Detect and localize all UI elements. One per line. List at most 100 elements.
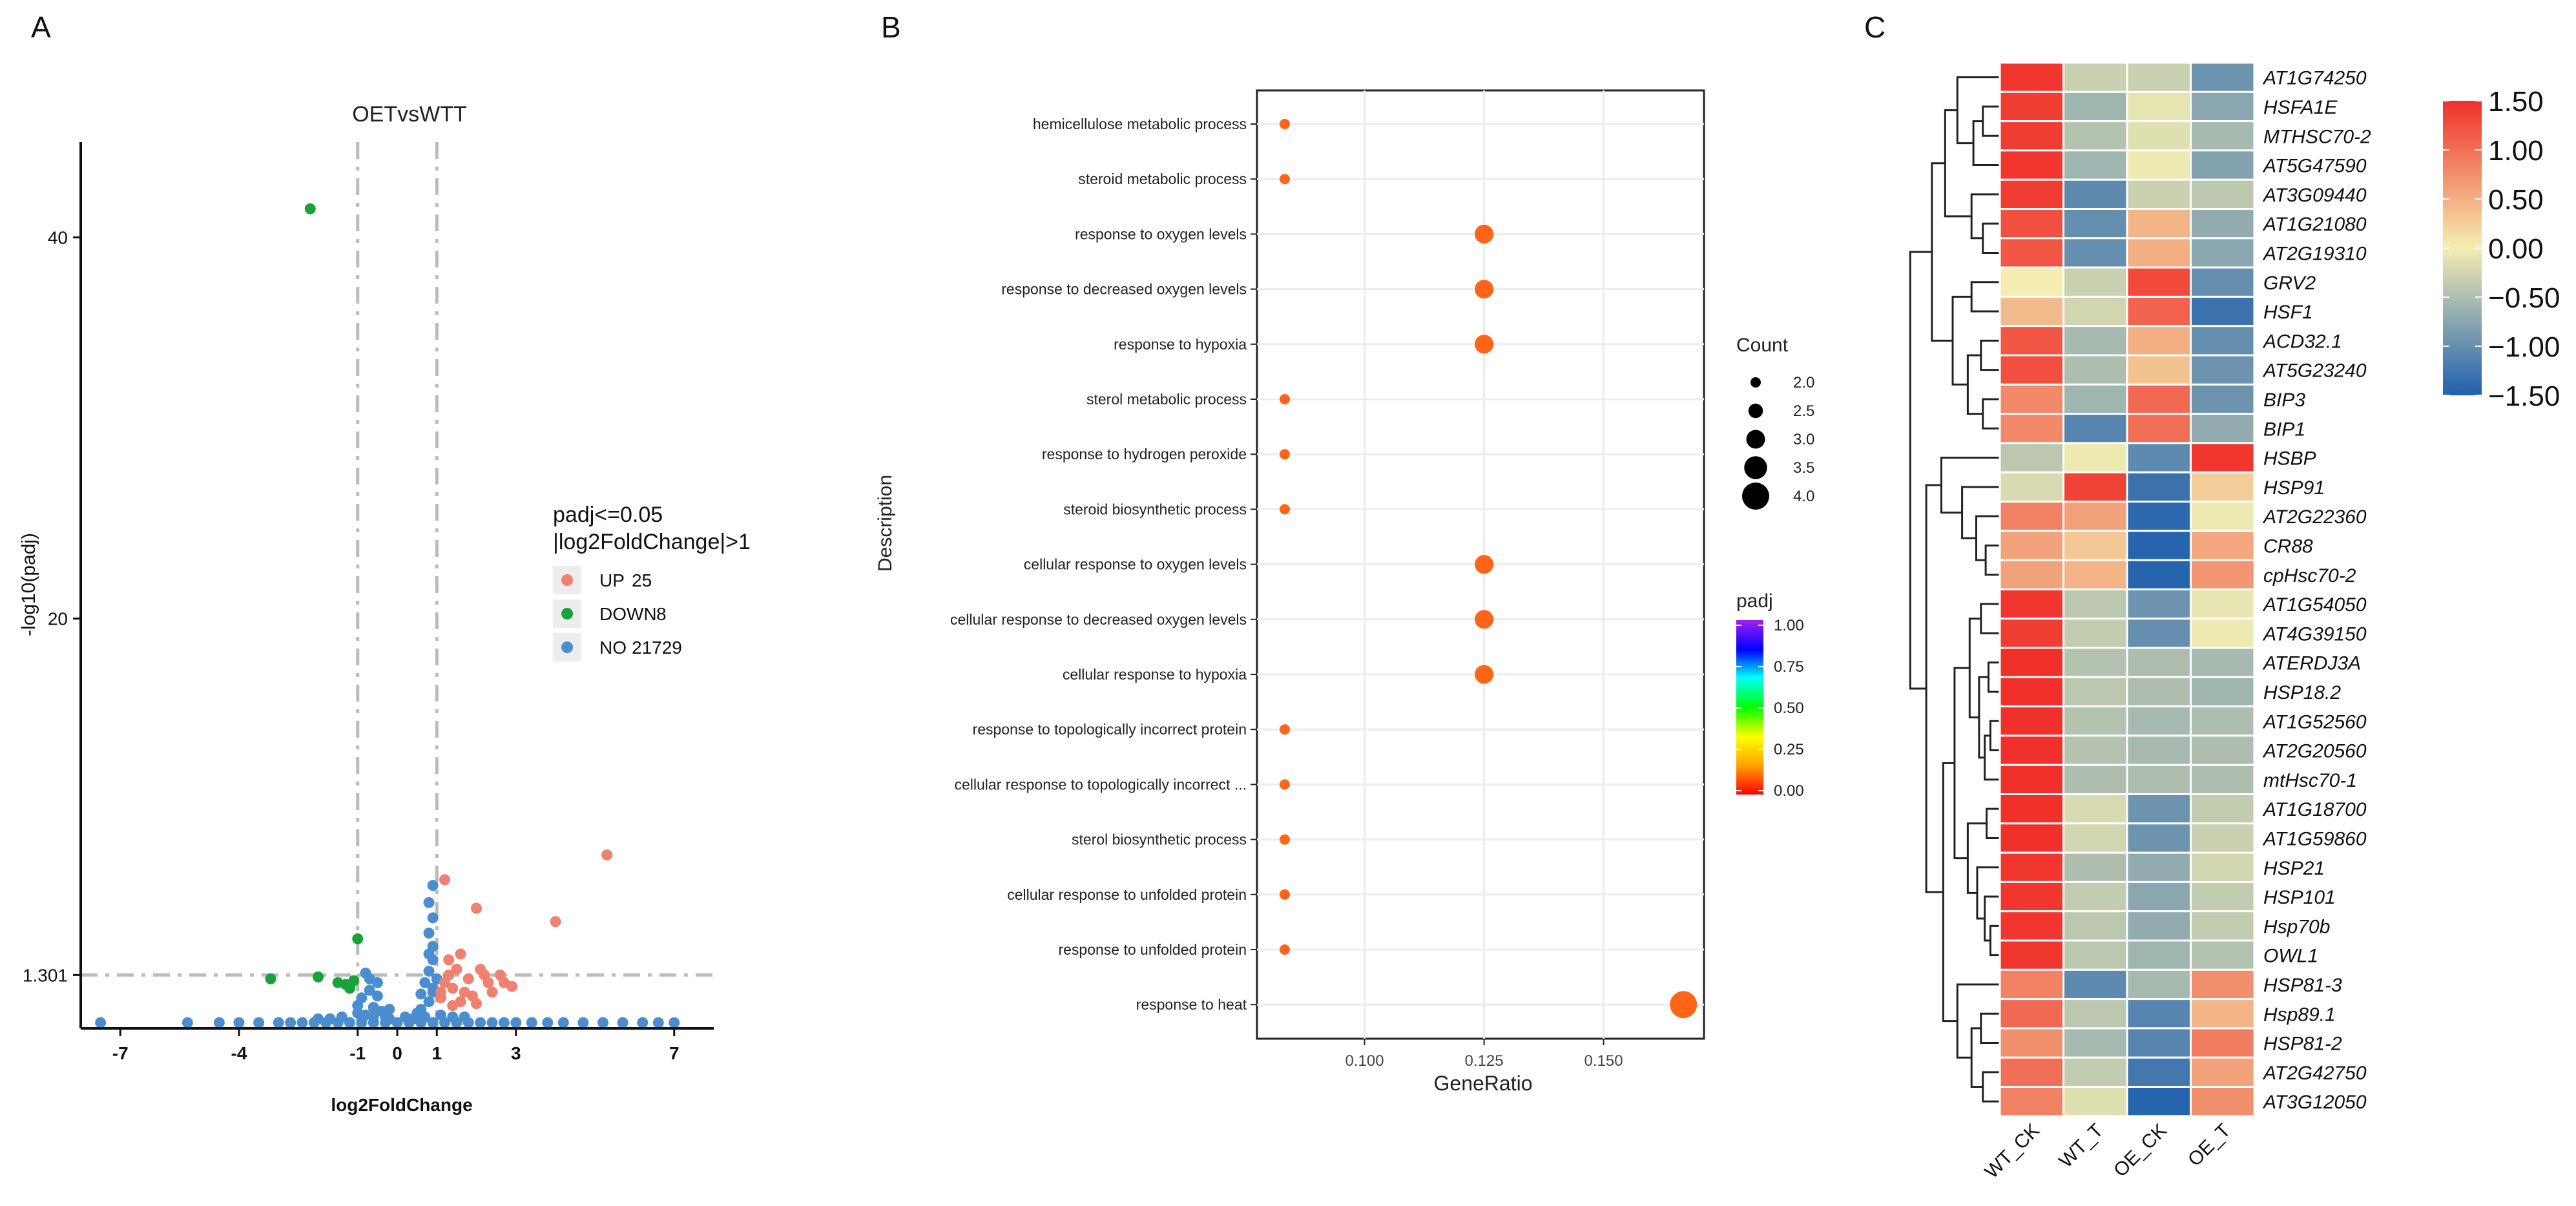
heatmap-cell bbox=[1999, 559, 2064, 590]
heatmap-cell bbox=[2126, 1027, 2192, 1059]
dot-3 bbox=[1475, 280, 1494, 299]
colorbar-tick-label: 0.50 bbox=[2488, 184, 2544, 216]
count-legend-dot bbox=[1748, 403, 1763, 419]
heatmap-cell bbox=[2062, 208, 2128, 240]
heatmap-cell bbox=[2126, 880, 2192, 913]
row-label: HSP101 bbox=[2263, 887, 2336, 908]
padj-tick-label: 0.25 bbox=[1774, 741, 1804, 758]
heatmap-cell bbox=[2190, 793, 2256, 825]
dendrogram-branch bbox=[1956, 983, 2000, 1059]
point-no-64 bbox=[447, 1011, 459, 1023]
heatmap-cell bbox=[2190, 618, 2256, 649]
dendrogram-branch bbox=[1909, 251, 1932, 690]
heatmap-cell bbox=[2190, 295, 2256, 327]
point-no-65 bbox=[459, 1011, 470, 1023]
heatmap-cell bbox=[2126, 413, 2192, 444]
volcano-y-ticks: 1.301 20 40 bbox=[23, 228, 81, 985]
heatmap-cell bbox=[2190, 325, 2256, 357]
heatmap-cell bbox=[1999, 61, 2064, 93]
point-no-59 bbox=[415, 988, 427, 1000]
point-no-7 bbox=[296, 1017, 308, 1028]
volcano-x-label: log2FoldChange bbox=[331, 1095, 472, 1115]
heatmap-cell bbox=[2190, 442, 2256, 473]
row-label: AT1G18700 bbox=[2262, 799, 2367, 820]
heatmap-cell bbox=[1999, 354, 2064, 386]
colorbar-tick-label: 0.00 bbox=[2488, 233, 2544, 265]
point-up-16 bbox=[451, 964, 462, 975]
point-up-0 bbox=[601, 849, 613, 861]
point-no-66 bbox=[336, 1011, 348, 1023]
padj-tick-label: 0.00 bbox=[1774, 782, 1804, 800]
count-legend-label: 3.0 bbox=[1793, 431, 1814, 448]
legend-count-down: 8 bbox=[656, 604, 667, 624]
heatmap-cell bbox=[2062, 530, 2128, 561]
heatmap-cell bbox=[1999, 120, 2064, 152]
count-legend-dot bbox=[1750, 377, 1761, 388]
legend-label-no: NO bbox=[599, 638, 627, 658]
point-no-54 bbox=[423, 897, 435, 908]
point-down-1 bbox=[352, 933, 364, 944]
point-no-28 bbox=[557, 1017, 569, 1028]
heatmap-cell bbox=[1999, 471, 2064, 503]
heatmap-cell bbox=[2062, 383, 2128, 415]
heatmap-cell bbox=[2190, 734, 2256, 766]
heatmap-cell bbox=[2126, 764, 2192, 795]
heatmap-cells bbox=[1999, 61, 2256, 1118]
category-label: response to oxygen levels bbox=[1075, 225, 1247, 242]
dot-6 bbox=[1279, 449, 1290, 460]
row-label: AT1G59860 bbox=[2262, 828, 2367, 849]
heatmap-cell bbox=[2062, 1086, 2128, 1118]
row-label: HSP18.2 bbox=[2263, 682, 2341, 703]
heatmap-cell bbox=[2062, 880, 2128, 913]
colorbar-tick-label: −0.50 bbox=[2488, 282, 2560, 314]
volcano-plot: OETvsWTT -7 -4 -1 0 1 3 7 1.301 20 40 log2FoldCh… bbox=[18, 102, 751, 1115]
point-no-4 bbox=[253, 1017, 265, 1028]
dot-7 bbox=[1279, 504, 1290, 515]
point-up-15 bbox=[486, 986, 498, 998]
point-no-61 bbox=[399, 1011, 411, 1023]
dotplot-x-tick-label: 0.100 bbox=[1345, 1052, 1384, 1070]
volcano-y-label: -log10(padj) bbox=[18, 533, 39, 636]
legend-key-down bbox=[561, 608, 573, 619]
heatmap-cell bbox=[2062, 851, 2128, 883]
point-no-46 bbox=[423, 996, 435, 1008]
point-no-48 bbox=[419, 977, 431, 988]
legend-label-down: DOWN bbox=[599, 604, 657, 624]
heatmap-cell bbox=[2190, 968, 2256, 1001]
dendrogram-branch bbox=[1982, 222, 2000, 254]
heatmap-cell bbox=[2062, 237, 2128, 269]
point-down-6 bbox=[344, 982, 355, 994]
point-up-21 bbox=[435, 992, 446, 1004]
dendrogram-branch bbox=[1980, 339, 2000, 371]
column-label: WT_CK bbox=[1981, 1119, 2044, 1183]
heatmap-cell bbox=[1999, 530, 2064, 561]
heatmap-cell bbox=[1999, 734, 2064, 766]
padj-tick-label: 1.00 bbox=[1774, 617, 1804, 634]
point-no-53 bbox=[427, 912, 439, 924]
point-up-22 bbox=[471, 998, 482, 1010]
count-legend-label: 3.5 bbox=[1793, 459, 1814, 477]
heatmap-cell bbox=[1999, 851, 2064, 883]
row-label: CR88 bbox=[2263, 535, 2313, 557]
dendrogram-branch bbox=[1976, 866, 2000, 920]
heatmap-cell bbox=[2190, 383, 2256, 415]
heatmap-cell bbox=[2190, 676, 2256, 708]
x-tick-label: -7 bbox=[112, 1043, 129, 1063]
heatmap-cell bbox=[2126, 61, 2192, 93]
point-no-5 bbox=[273, 1017, 284, 1028]
point-no-30 bbox=[597, 1017, 608, 1028]
category-label: response to topologically incorrect prot… bbox=[973, 721, 1247, 738]
point-no-1 bbox=[182, 1017, 193, 1028]
heatmap-cell bbox=[2126, 910, 2192, 942]
row-label: AT2G22360 bbox=[2262, 506, 2367, 528]
heatmap-cell bbox=[2126, 383, 2192, 415]
heatmap-cell bbox=[2190, 208, 2256, 240]
dendrogram-branch bbox=[1984, 895, 2000, 942]
volcano-legend-title-2: |log2FoldChange|>1 bbox=[553, 530, 751, 554]
x-tick-label: 7 bbox=[669, 1043, 680, 1063]
heatmap-cell bbox=[2190, 149, 2256, 181]
y-tick-label: 20 bbox=[48, 609, 68, 629]
count-legend-label: 2.0 bbox=[1793, 374, 1814, 391]
heatmap-cell bbox=[2062, 120, 2128, 152]
